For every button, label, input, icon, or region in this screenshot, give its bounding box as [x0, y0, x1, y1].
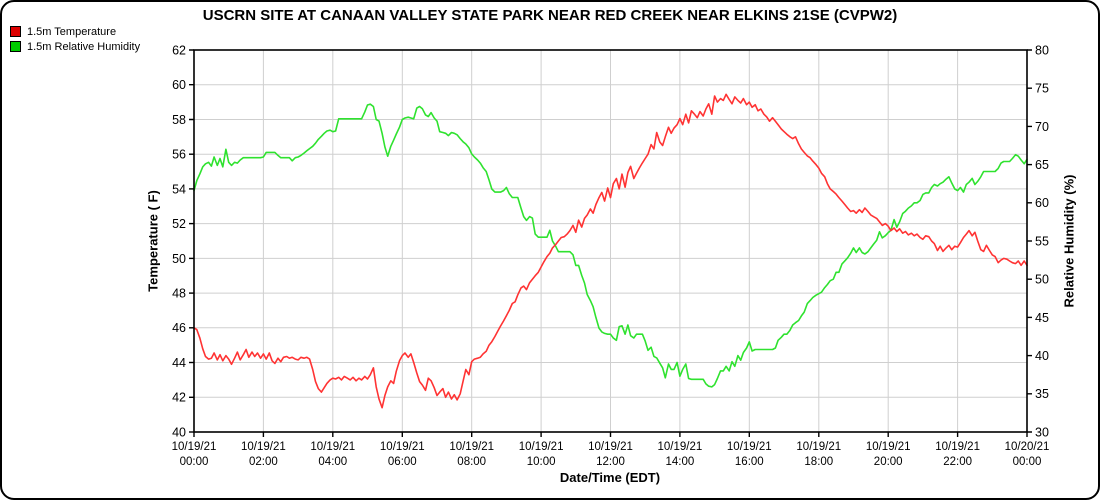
x-tick-date: 10/19/21 [172, 441, 217, 453]
y-right-tick-label: 40 [1035, 349, 1049, 363]
chart-title: USCRN SITE AT CANAAN VALLEY STATE PARK N… [202, 7, 898, 24]
x-tick-time: 20:00 [874, 456, 903, 468]
x-tick-time: 00:00 [180, 456, 209, 468]
y-left-tick-label: 50 [172, 252, 186, 266]
x-tick-date: 10/19/21 [727, 441, 772, 453]
y-right-tick-label: 65 [1035, 158, 1049, 172]
y-left-tick-label: 40 [172, 425, 186, 439]
temperature-swatch-icon [10, 26, 21, 37]
x-tick-time: 12:00 [596, 456, 625, 468]
x-tick-date: 10/19/21 [658, 441, 703, 453]
y-right-tick-label: 75 [1035, 82, 1049, 96]
y-right-tick-labels: 30 35 40 45 50 55 60 65 70 75 80 [1035, 43, 1049, 439]
y-left-tick-label: 62 [172, 43, 186, 57]
grid [194, 50, 1027, 432]
temperature-line [193, 93, 1028, 409]
x-tick-date: 10/19/21 [380, 441, 425, 453]
x-tick-time: 06:00 [388, 456, 417, 468]
x-tick-date: 10/19/21 [519, 441, 564, 453]
x-tick-labels: 10/19/21 00:00 10/19/21 02:00 10/19/21 04:00 1… [172, 441, 1050, 468]
y-left-tick-labels: 40 42 44 46 48 50 52 54 56 58 60 62 [172, 43, 186, 439]
x-tick-date: 10/19/21 [449, 441, 494, 453]
y-right-tick-label: 35 [1035, 387, 1049, 401]
legend: 1.5m Temperature 1.5m Relative Humidity [10, 24, 140, 54]
y-right-tick-label: 55 [1035, 234, 1049, 248]
x-tick-time: 08:00 [457, 456, 486, 468]
x-tick-time: 10:00 [527, 456, 556, 468]
y-left-tick-label: 60 [172, 78, 186, 92]
x-tick-time: 04:00 [318, 456, 347, 468]
y-right-tick-label: 50 [1035, 273, 1049, 287]
x-tick-date: 10/19/21 [935, 441, 980, 453]
y-left-tick-label: 58 [172, 113, 186, 127]
y-right-tick-label: 80 [1035, 43, 1049, 57]
humidity-line [193, 103, 1028, 388]
x-tick-time: 18:00 [804, 456, 833, 468]
x-tick-date: 10/19/21 [866, 441, 911, 453]
y-right-tick-label: 45 [1035, 311, 1049, 325]
legend-item-temperature: 1.5m Temperature [10, 24, 140, 39]
y-left-tick-label: 54 [172, 182, 186, 196]
x-tick-date: 10/19/21 [588, 441, 633, 453]
y-left-tick-label: 56 [172, 148, 186, 162]
x-tick-date: 10/19/21 [241, 441, 286, 453]
y-right-tick-label: 70 [1035, 120, 1049, 134]
y-left-tick-label: 42 [172, 391, 186, 405]
x-tick-date: 10/20/21 [1005, 441, 1050, 453]
x-tick-date: 10/19/21 [310, 441, 355, 453]
x-tick-time: 00:00 [1013, 456, 1042, 468]
y-left-tick-label: 52 [172, 217, 186, 231]
legend-label-humidity: 1.5m Relative Humidity [27, 40, 141, 53]
legend-item-humidity: 1.5m Relative Humidity [10, 39, 140, 54]
y-right-tick-label: 30 [1035, 425, 1049, 439]
x-tick-time: 14:00 [666, 456, 695, 468]
axis-ticks [189, 49, 1032, 437]
humidity-swatch-icon [10, 41, 21, 52]
x-tick-time: 22:00 [943, 456, 972, 468]
y-left-tick-label: 44 [172, 356, 186, 370]
x-axis-title: Date/Time (EDT) [559, 470, 661, 485]
y-left-tick-label: 46 [172, 321, 186, 335]
x-tick-time: 02:00 [249, 456, 278, 468]
legend-label-temperature: 1.5m Temperature [27, 25, 117, 38]
y-left-tick-label: 48 [172, 286, 186, 300]
y-right-tick-label: 60 [1035, 196, 1049, 210]
x-tick-date: 10/19/21 [796, 441, 841, 453]
x-tick-time: 16:00 [735, 456, 764, 468]
